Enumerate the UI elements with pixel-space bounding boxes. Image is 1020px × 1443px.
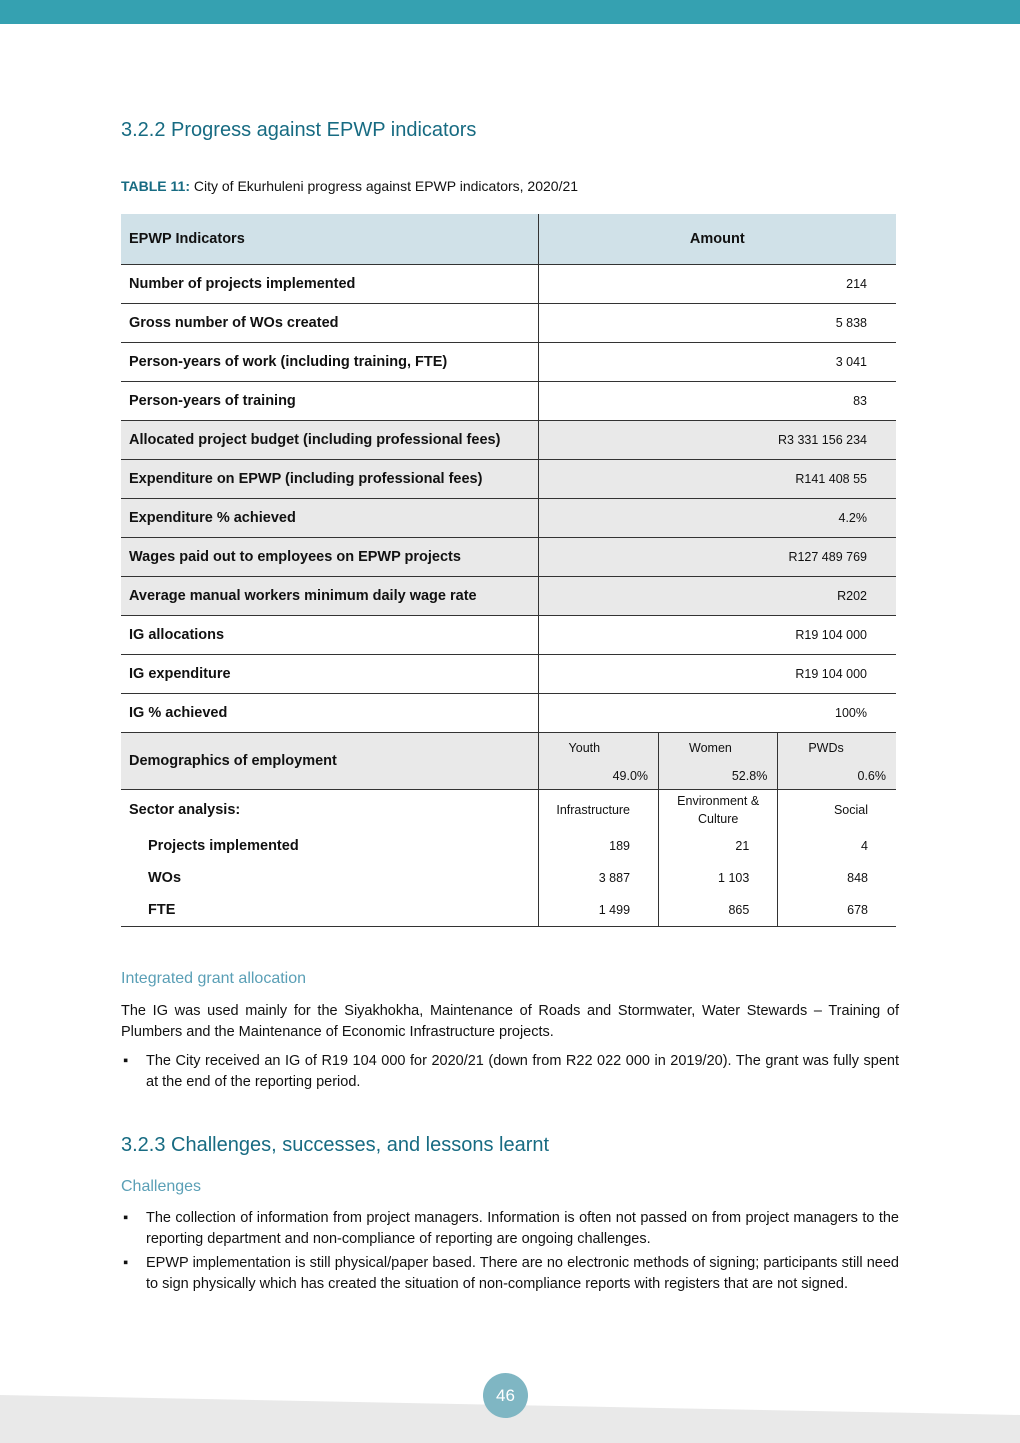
amount-cell: 214 bbox=[538, 264, 896, 304]
bullet-text: The collection of information from proje… bbox=[146, 1210, 899, 1247]
table-row: IG expenditure R19 104 000 bbox=[121, 654, 896, 694]
caption-label: TABLE 11: bbox=[121, 178, 190, 194]
sector-value: 678 bbox=[777, 894, 896, 927]
sector-value: 3 887 bbox=[538, 862, 660, 894]
amount-cell: 100% bbox=[538, 693, 896, 733]
bullet-icon: ▪ bbox=[123, 1053, 129, 1069]
indicator-cell: IG expenditure bbox=[121, 654, 539, 694]
amount-cell: R141 408 55 bbox=[538, 459, 896, 499]
sector-row: FTE 1 499 865 678 bbox=[121, 894, 896, 927]
bullet-text: The City received an IG of R19 104 000 f… bbox=[146, 1053, 899, 1090]
sector-row-label: WOs bbox=[121, 862, 539, 894]
sector-value: 1 499 bbox=[538, 894, 660, 927]
amount-cell: R127 489 769 bbox=[538, 537, 896, 577]
amount-cell: 83 bbox=[538, 381, 896, 421]
demo-value: 0.6% bbox=[857, 769, 887, 783]
sector-col: Environment & Culture bbox=[658, 789, 779, 830]
sector-label: Sector analysis: bbox=[121, 789, 539, 830]
top-accent-bar bbox=[0, 0, 1020, 24]
table-row: Expenditure on EPWP (including professio… bbox=[121, 459, 896, 499]
demo-name: Women bbox=[689, 741, 732, 755]
demo-women: Women 52.8% bbox=[658, 732, 779, 790]
sector-row-label: FTE bbox=[121, 894, 539, 927]
header-indicators: EPWP Indicators bbox=[121, 214, 539, 265]
indicator-cell: Average manual workers minimum daily wag… bbox=[121, 576, 539, 616]
table-caption: TABLE 11: City of Ekurhuleni progress ag… bbox=[121, 178, 578, 194]
demo-value: 52.8% bbox=[731, 769, 768, 783]
table-row: Expenditure % achieved 4.2% bbox=[121, 498, 896, 538]
table-row: IG % achieved 100% bbox=[121, 693, 896, 733]
amount-cell: R3 331 156 234 bbox=[538, 420, 896, 460]
indicator-cell: Person-years of training bbox=[121, 381, 539, 421]
table-row: Person-years of training 83 bbox=[121, 381, 896, 421]
sector-value: 1 103 bbox=[658, 862, 779, 894]
bullet-text: EPWP implementation is still physical/pa… bbox=[146, 1255, 899, 1292]
caption-text: City of Ekurhuleni progress against EPWP… bbox=[193, 178, 579, 194]
demo-youth: Youth 49.0% bbox=[538, 732, 660, 790]
bullet-icon: ▪ bbox=[123, 1210, 129, 1226]
sector-col: Social bbox=[833, 803, 868, 817]
table-row: Average manual workers minimum daily wag… bbox=[121, 576, 896, 616]
indicator-cell: IG % achieved bbox=[121, 693, 539, 733]
sector-value: 848 bbox=[847, 871, 868, 885]
sector-value: 4 bbox=[861, 839, 868, 853]
table-row: Allocated project budget (including prof… bbox=[121, 420, 896, 460]
amount-cell: 5 838 bbox=[538, 303, 896, 343]
section-heading: 3.2.3 Challenges, successes, and lessons… bbox=[121, 1134, 550, 1156]
amount-cell: 4.2% bbox=[538, 498, 896, 538]
ig-paragraph: The IG was used mainly for the Siyakhokh… bbox=[121, 1003, 899, 1040]
sector-row-label: Projects implemented bbox=[121, 830, 539, 862]
amount-cell: 3 041 bbox=[538, 342, 896, 382]
sector-value: 21 bbox=[658, 830, 779, 862]
ig-bullet: ▪ The City received an IG of R19 104 000 … bbox=[121, 1051, 899, 1093]
amount-cell: R19 104 000 bbox=[538, 654, 896, 694]
demo-pwds: PWDs 0.6% bbox=[777, 732, 896, 790]
indicator-cell: Expenditure on EPWP (including professio… bbox=[121, 459, 539, 499]
sector-col: Infrastructure bbox=[538, 789, 660, 830]
table-row: Person-years of work (including training… bbox=[121, 342, 896, 382]
indicator-cell: IG allocations bbox=[121, 615, 539, 655]
sector-row: WOs 3 887 1 103 848 bbox=[121, 862, 896, 894]
sector-header-row: Sector analysis: Infrastructure Environm… bbox=[121, 789, 896, 830]
amount-cell: R19 104 000 bbox=[538, 615, 896, 655]
demo-name: Youth bbox=[568, 741, 601, 755]
subheading-ig: Integrated grant allocation bbox=[121, 970, 307, 987]
indicator-cell: Allocated project budget (including prof… bbox=[121, 420, 539, 460]
sector-value: 189 bbox=[538, 830, 660, 862]
table-row: Gross number of WOs created 5 838 bbox=[121, 303, 896, 343]
sector-value: 865 bbox=[658, 894, 779, 927]
indicator-cell: Wages paid out to employees on EPWP proj… bbox=[121, 537, 539, 577]
table-header-row: EPWP Indicators Amount bbox=[121, 214, 896, 265]
demographics-row: Demographics of employment Youth 49.0% Wo… bbox=[121, 732, 896, 790]
demographics-label: Demographics of employment bbox=[121, 732, 539, 790]
demo-value: 49.0% bbox=[612, 769, 649, 783]
indicator-cell: Number of projects implemented bbox=[121, 264, 539, 304]
indicator-cell: Person-years of work (including training… bbox=[121, 342, 539, 382]
epwp-table: EPWP Indicators Amount Number of project… bbox=[121, 214, 896, 927]
sector-row: Projects implemented 189 21 4 bbox=[121, 830, 896, 862]
header-amount: Amount bbox=[538, 214, 896, 265]
challenge-bullet: ▪ The collection of information from proj… bbox=[121, 1208, 899, 1250]
table-row: Number of projects implemented 214 bbox=[121, 264, 896, 304]
table-row: IG allocations R19 104 000 bbox=[121, 615, 896, 655]
page-number: 46 bbox=[483, 1373, 528, 1418]
challenge-bullet: ▪ EPWP implementation is still physical/p… bbox=[121, 1253, 899, 1295]
indicator-cell: Expenditure % achieved bbox=[121, 498, 539, 538]
subheading-challenges: Challenges bbox=[121, 1178, 202, 1195]
indicator-cell: Gross number of WOs created bbox=[121, 303, 539, 343]
table-row: Wages paid out to employees on EPWP proj… bbox=[121, 537, 896, 577]
amount-cell: R202 bbox=[538, 576, 896, 616]
demo-name: PWDs bbox=[808, 741, 844, 755]
bullet-icon: ▪ bbox=[123, 1255, 129, 1271]
section-heading: 3.2.2 Progress against EPWP indicators bbox=[121, 119, 477, 141]
